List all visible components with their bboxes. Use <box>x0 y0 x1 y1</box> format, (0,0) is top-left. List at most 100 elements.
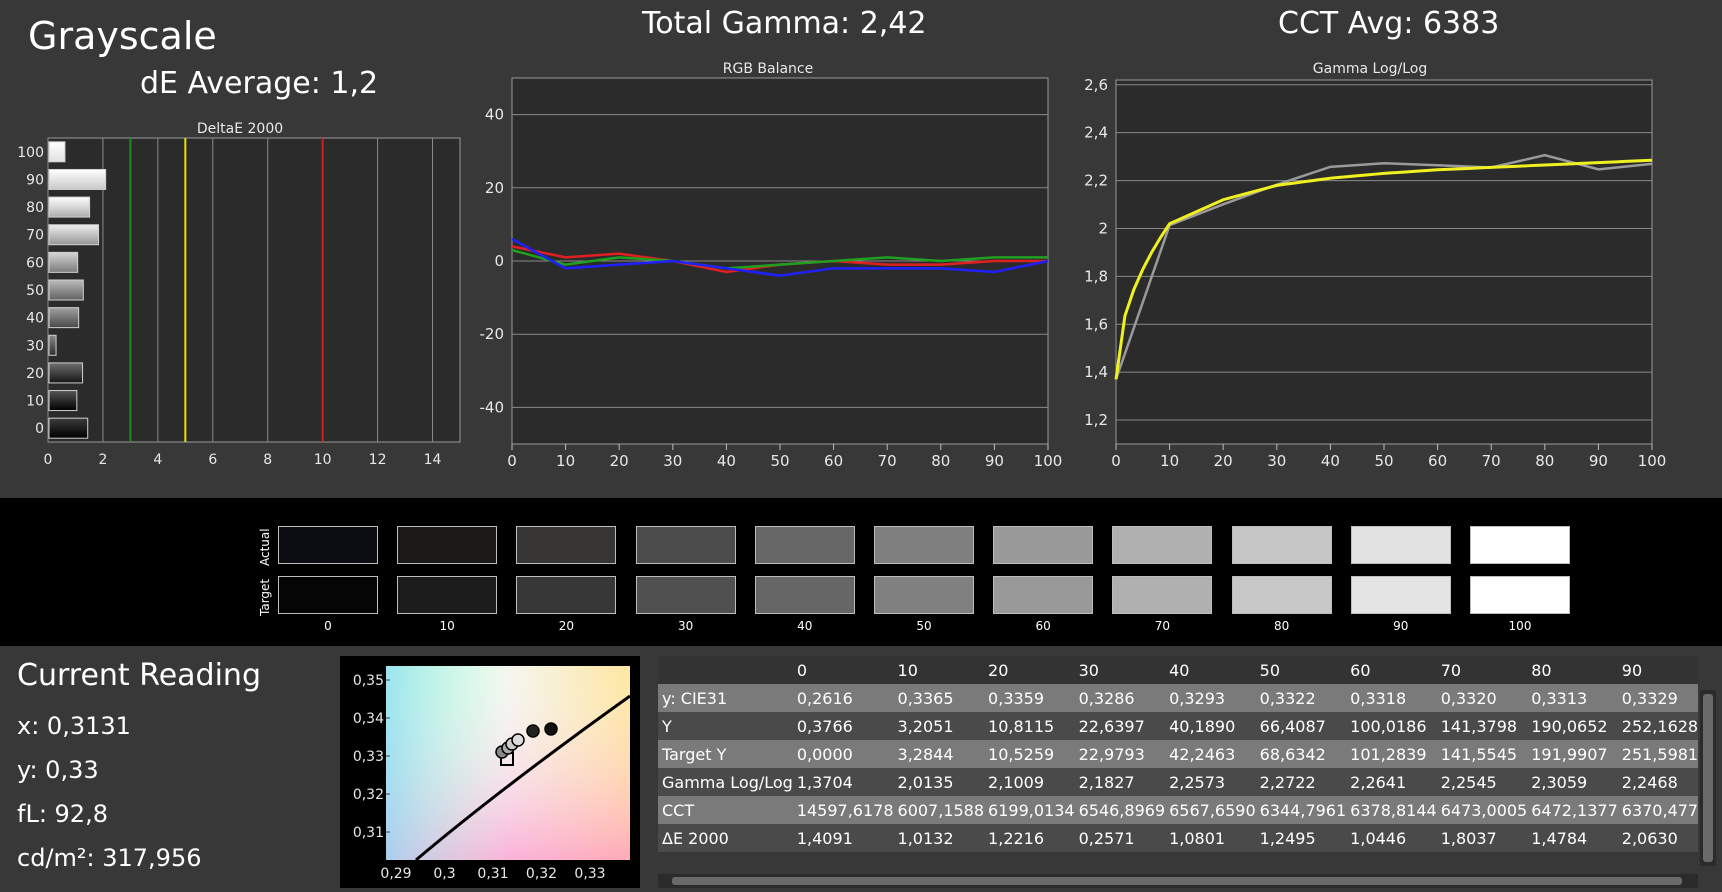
table-row[interactable]: ΔE 2000 1,4091 1,0132 1,2216 0,2571 1,0801 1,2… <box>658 824 1698 852</box>
rgb-x-tick: 20 <box>610 452 629 470</box>
actual-swatch <box>754 526 855 564</box>
table-row[interactable]: Target Y 0,0000 3,2844 10,5259 22,9793 42,246… <box>658 740 1698 768</box>
table-row[interactable]: CCT 14597,6178 6007,1588 6199,0134 6546,8969… <box>658 796 1698 824</box>
table-cell: 68,6342 <box>1255 740 1347 768</box>
table-cell: 2,0630 <box>1617 824 1698 852</box>
gamma-chart: 2,6 2,4 2,2 2 1,8 1,6 1,4 1,2 0 10 20 30 40 50 60 70 80 9… <box>1084 76 1666 470</box>
table-header-cell: 20 <box>984 656 1075 684</box>
table-row-label: CCT <box>658 796 793 824</box>
gamma-y-tick: 1,4 <box>1084 363 1108 381</box>
table-cell: 2,3059 <box>1527 768 1618 796</box>
table-header-cell: 10 <box>893 656 985 684</box>
horizontal-scroll-thumb[interactable] <box>672 877 1682 885</box>
rgb-series-line <box>511 237 1049 277</box>
swatch-panel <box>0 498 1722 646</box>
cie-point <box>511 733 525 747</box>
gamma-x-tick: 30 <box>1267 452 1286 470</box>
target-swatch <box>754 576 855 614</box>
total-gamma-label: Total Gamma: 2,42 <box>642 6 927 41</box>
deltae-y-tick: 70 <box>26 228 44 244</box>
gamma-x-tick: 40 <box>1321 452 1340 470</box>
actual-swatch <box>516 526 617 564</box>
table-cell: 1,0801 <box>1165 824 1256 852</box>
table-row-label: Y <box>658 712 793 740</box>
deltae-y-tick: 80 <box>26 200 44 216</box>
table-cell: 2,2468 <box>1617 768 1698 796</box>
gamma-y-tick: 2 <box>1098 219 1108 237</box>
cie-x-tick: 0,32 <box>526 866 557 882</box>
table-cell: 6473,0005 <box>1436 796 1528 824</box>
vertical-scrollbar[interactable] <box>1700 690 1716 866</box>
table-cell: 6344,7961 <box>1255 796 1347 824</box>
cie-y-tick: 0,32 <box>353 787 384 803</box>
table-row[interactable]: Y 0,3766 3,2051 10,8115 22,6397 40,1890 66,408… <box>658 712 1698 740</box>
deltae-y-tick: 10 <box>26 394 44 410</box>
cie-y-tick: 0,33 <box>353 749 384 765</box>
deltae-x-tick: 4 <box>153 452 162 468</box>
deltae-y-tick: 90 <box>26 172 44 188</box>
table-cell: 1,0446 <box>1346 824 1437 852</box>
reading-cdm2: cd/m²: 317,956 <box>17 844 202 872</box>
deltae-y-tick: 50 <box>26 283 44 299</box>
table-cell: 0,2616 <box>792 684 894 712</box>
cie-point <box>544 722 558 736</box>
table-header-cell <box>658 656 793 684</box>
actual-row-label: Actual <box>258 528 272 566</box>
table-row[interactable]: y: CIE31 0,2616 0,3365 0,3359 0,3286 0,3293 0,… <box>658 684 1698 712</box>
table-cell: 191,9907 <box>1527 740 1618 768</box>
table-cell: 0,3320 <box>1436 684 1528 712</box>
rgb-y-tick: -40 <box>480 398 505 416</box>
table-header-cell: 80 <box>1527 656 1618 684</box>
target-swatch <box>516 576 617 614</box>
swatch-label: 0 <box>324 619 332 633</box>
table-header-cell: 50 <box>1255 656 1347 684</box>
table-cell: 251,5981 <box>1617 740 1698 768</box>
vertical-scroll-thumb[interactable] <box>1703 694 1713 862</box>
data-table-container[interactable]: 0102030405060708090100y: CIE310,26160,33… <box>658 656 1698 866</box>
swatch-label: 50 <box>916 619 932 633</box>
rgb-x-tick: 80 <box>931 452 950 470</box>
target-swatch <box>874 576 974 614</box>
table-cell: 1,4091 <box>792 824 894 852</box>
table-cell: 6378,8144 <box>1346 796 1437 824</box>
rgb-x-tick: 70 <box>878 452 897 470</box>
actual-swatch <box>1231 526 1332 564</box>
table-cell: 2,2573 <box>1165 768 1256 796</box>
horizontal-scrollbar[interactable] <box>658 874 1698 888</box>
table-row[interactable]: Gamma Log/Log 1,3704 2,0135 2,1009 2,1827 2,2… <box>658 768 1698 796</box>
rgb-x-tick: 30 <box>663 452 682 470</box>
cie-x-tick: 0,33 <box>574 866 605 882</box>
cie-chart: 0,35 0,34 0,33 0,32 0,31 0,29 0,3 0,31 0,32 0,33 <box>340 656 640 888</box>
actual-swatch <box>1470 526 1570 564</box>
planckian-locus <box>415 694 631 862</box>
target-row-label: Target <box>258 578 272 616</box>
cie-x-tick: 0,3 <box>433 866 455 882</box>
table-cell: 0,2571 <box>1074 824 1166 852</box>
table-cell: 40,1890 <box>1165 712 1256 740</box>
cie-gradient-overlay-blue <box>386 666 630 860</box>
gamma-y-tick: 2,4 <box>1084 124 1108 142</box>
target-swatch <box>1470 576 1570 614</box>
deltae-y-tick: 0 <box>35 421 44 437</box>
rgb-x-tick: 50 <box>770 452 789 470</box>
table-header-cell: 90 <box>1617 656 1698 684</box>
rgb-y-tick: 40 <box>485 106 504 124</box>
rgb-y-tick: -20 <box>480 325 505 343</box>
table-cell: 1,2216 <box>984 824 1075 852</box>
table-row-label: ΔE 2000 <box>658 824 793 852</box>
table-cell: 141,3798 <box>1436 712 1528 740</box>
gamma-x-tick: 60 <box>1428 452 1447 470</box>
gamma-x-tick: 80 <box>1535 452 1554 470</box>
table-cell: 252,1628 <box>1617 712 1698 740</box>
table-cell: 1,4784 <box>1527 824 1618 852</box>
gamma-measured-line <box>1114 153 1653 380</box>
table-row-label: Gamma Log/Log <box>658 768 793 796</box>
cie-y-tick: 0,35 <box>353 673 384 689</box>
table-header-cell: 40 <box>1165 656 1256 684</box>
cie-x-tick: 0,29 <box>380 866 411 882</box>
deltae-x-tick: 14 <box>424 452 442 468</box>
swatch-label: 20 <box>558 619 575 633</box>
actual-swatch <box>278 526 378 564</box>
table-cell: 6472,1377 <box>1527 796 1618 824</box>
table-cell: 14597,6178 <box>792 796 894 824</box>
